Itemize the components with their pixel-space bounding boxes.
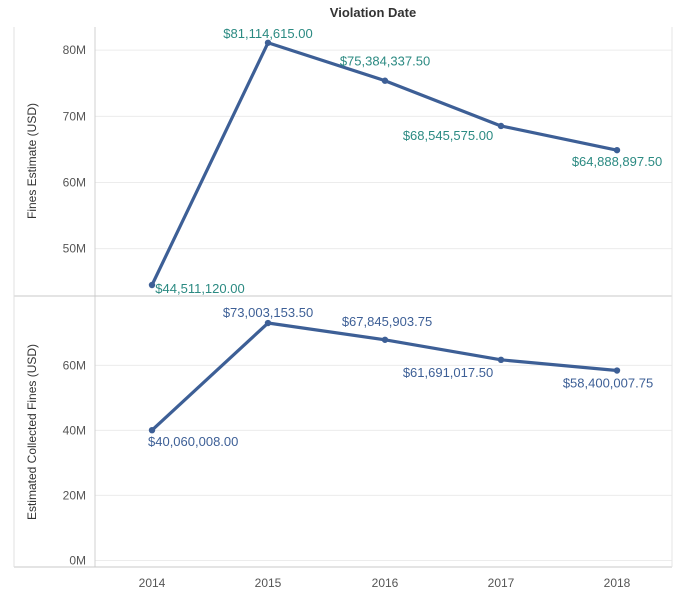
- x-tick-label: 2015: [255, 576, 282, 590]
- chart-title: Violation Date: [330, 5, 416, 20]
- x-tick-label: 2017: [488, 576, 515, 590]
- fines-data-label: $64,888,897.50: [572, 154, 662, 169]
- collected-y-axis-title: Estimated Collected Fines (USD): [25, 344, 39, 520]
- collected-fines-panel: 0M 20M 40M 60M Estimated Collected Fines (US…: [25, 305, 672, 567]
- collected-data-label: $40,060,008.00: [148, 434, 238, 449]
- fines-data-point: [497, 122, 505, 130]
- collected-data-point: [148, 426, 156, 434]
- fines-data-label: $75,384,337.50: [340, 54, 430, 69]
- fines-estimate-panel: 50M 60M 70M 80M Fines Estimate (USD) $44,511,…: [25, 26, 672, 296]
- collected-y-tick-label: 0M: [69, 553, 86, 567]
- x-axis: 2014 2015 2016 2017 2018: [139, 576, 631, 590]
- fines-y-axis-title: Fines Estimate (USD): [25, 103, 39, 219]
- fines-y-tick-label: 80M: [63, 43, 86, 57]
- collected-data-label: $58,400,007.75: [563, 376, 653, 391]
- chart-frame: [13, 27, 673, 568]
- fines-data-point: [381, 77, 389, 84]
- collected-y-tick-label: 40M: [63, 423, 86, 437]
- fines-data-label: $81,114,615.00: [223, 26, 312, 41]
- fines-data-label: $44,511,120.00: [155, 281, 244, 296]
- x-tick-label: 2016: [372, 576, 399, 590]
- collected-data-point: [381, 336, 389, 343]
- fines-data-point: [264, 39, 272, 46]
- collected-data-point: [613, 367, 621, 374]
- collected-data-point: [264, 319, 272, 327]
- collected-data-label: $61,691,017.50: [403, 365, 493, 380]
- collected-y-tick-label: 60M: [63, 358, 86, 372]
- fines-data-point: [613, 146, 621, 154]
- collected-data-point: [497, 356, 505, 364]
- fines-y-tick-label: 70M: [63, 109, 86, 123]
- fines-data-point: [148, 281, 156, 289]
- fines-y-tick-label: 60M: [63, 176, 86, 190]
- collected-data-label: $73,003,153.50: [223, 305, 313, 320]
- collected-y-tick-label: 20M: [63, 488, 86, 502]
- x-tick-label: 2014: [139, 576, 166, 590]
- fines-y-tick-label: 50M: [63, 242, 86, 256]
- fines-data-label: $68,545,575.00: [403, 128, 493, 143]
- x-tick-label: 2018: [604, 576, 631, 590]
- collected-data-label: $67,845,903.75: [342, 314, 432, 329]
